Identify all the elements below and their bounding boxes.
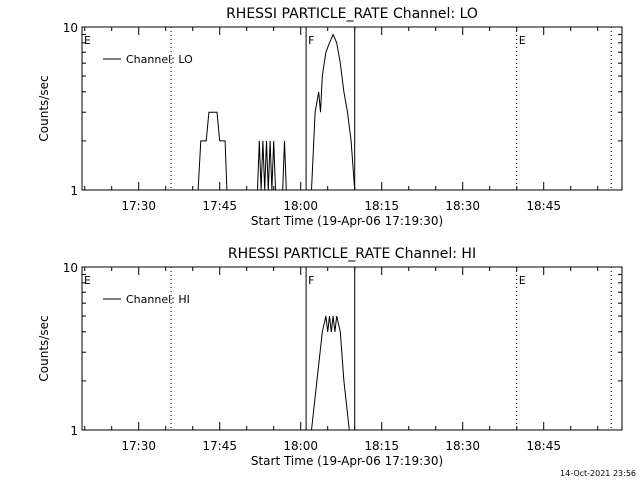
chart-panel-2: RHESSI PARTICLE_RATE Channel: HI Counts/s…: [37, 246, 623, 468]
legend-label: Channel: LO: [126, 53, 193, 66]
x-tick-label: 18:00: [283, 199, 318, 213]
plot-frame: [81, 266, 623, 431]
event-marker-label: F: [308, 34, 314, 47]
series-line-1: [311, 315, 350, 431]
x-tick-label: 18:45: [526, 199, 561, 213]
series-line-1: [197, 33, 356, 191]
x-tick-label: 18:15: [364, 439, 399, 453]
x-tick-label: 17:45: [202, 439, 237, 453]
event-marker-label: E: [84, 34, 91, 47]
event-marker-label: E: [519, 34, 526, 47]
y-tick-label: 1: [70, 184, 78, 198]
event-marker-label: F: [308, 274, 314, 287]
event-marker-label: E: [519, 274, 526, 287]
x-tick-label: 18:30: [445, 199, 480, 213]
x-tick-label: 18:15: [364, 199, 399, 213]
x-tick-label: 18:00: [283, 439, 318, 453]
x-tick-label: 18:30: [445, 439, 480, 453]
y-axis-label: Counts/sec: [37, 315, 51, 381]
x-tick-label: 17:30: [121, 439, 156, 453]
y-axis-label: Counts/sec: [37, 75, 51, 141]
event-marker-label: E: [84, 274, 91, 287]
x-tick-label: 17:30: [121, 199, 156, 213]
x-axis-label: Start Time (19-Apr-06 17:19:30): [251, 454, 443, 468]
x-tick-label: 18:45: [526, 439, 561, 453]
legend-label: Channel: HI: [126, 293, 190, 306]
y-tick-label: 10: [63, 261, 78, 275]
footer-date: 14-Oct-2021 23:56: [560, 469, 636, 478]
chart-title: RHESSI PARTICLE_RATE Channel: LO: [226, 6, 478, 22]
chart-title: RHESSI PARTICLE_RATE Channel: HI: [228, 246, 476, 262]
x-tick-label: 17:45: [202, 199, 237, 213]
chart-panel-1: RHESSI PARTICLE_RATE Channel: LO Counts/s…: [37, 6, 623, 228]
y-tick-label: 10: [63, 21, 78, 35]
y-tick-label: 1: [70, 424, 78, 438]
x-axis-label: Start Time (19-Apr-06 17:19:30): [251, 214, 443, 228]
plot-frame: [81, 26, 623, 191]
